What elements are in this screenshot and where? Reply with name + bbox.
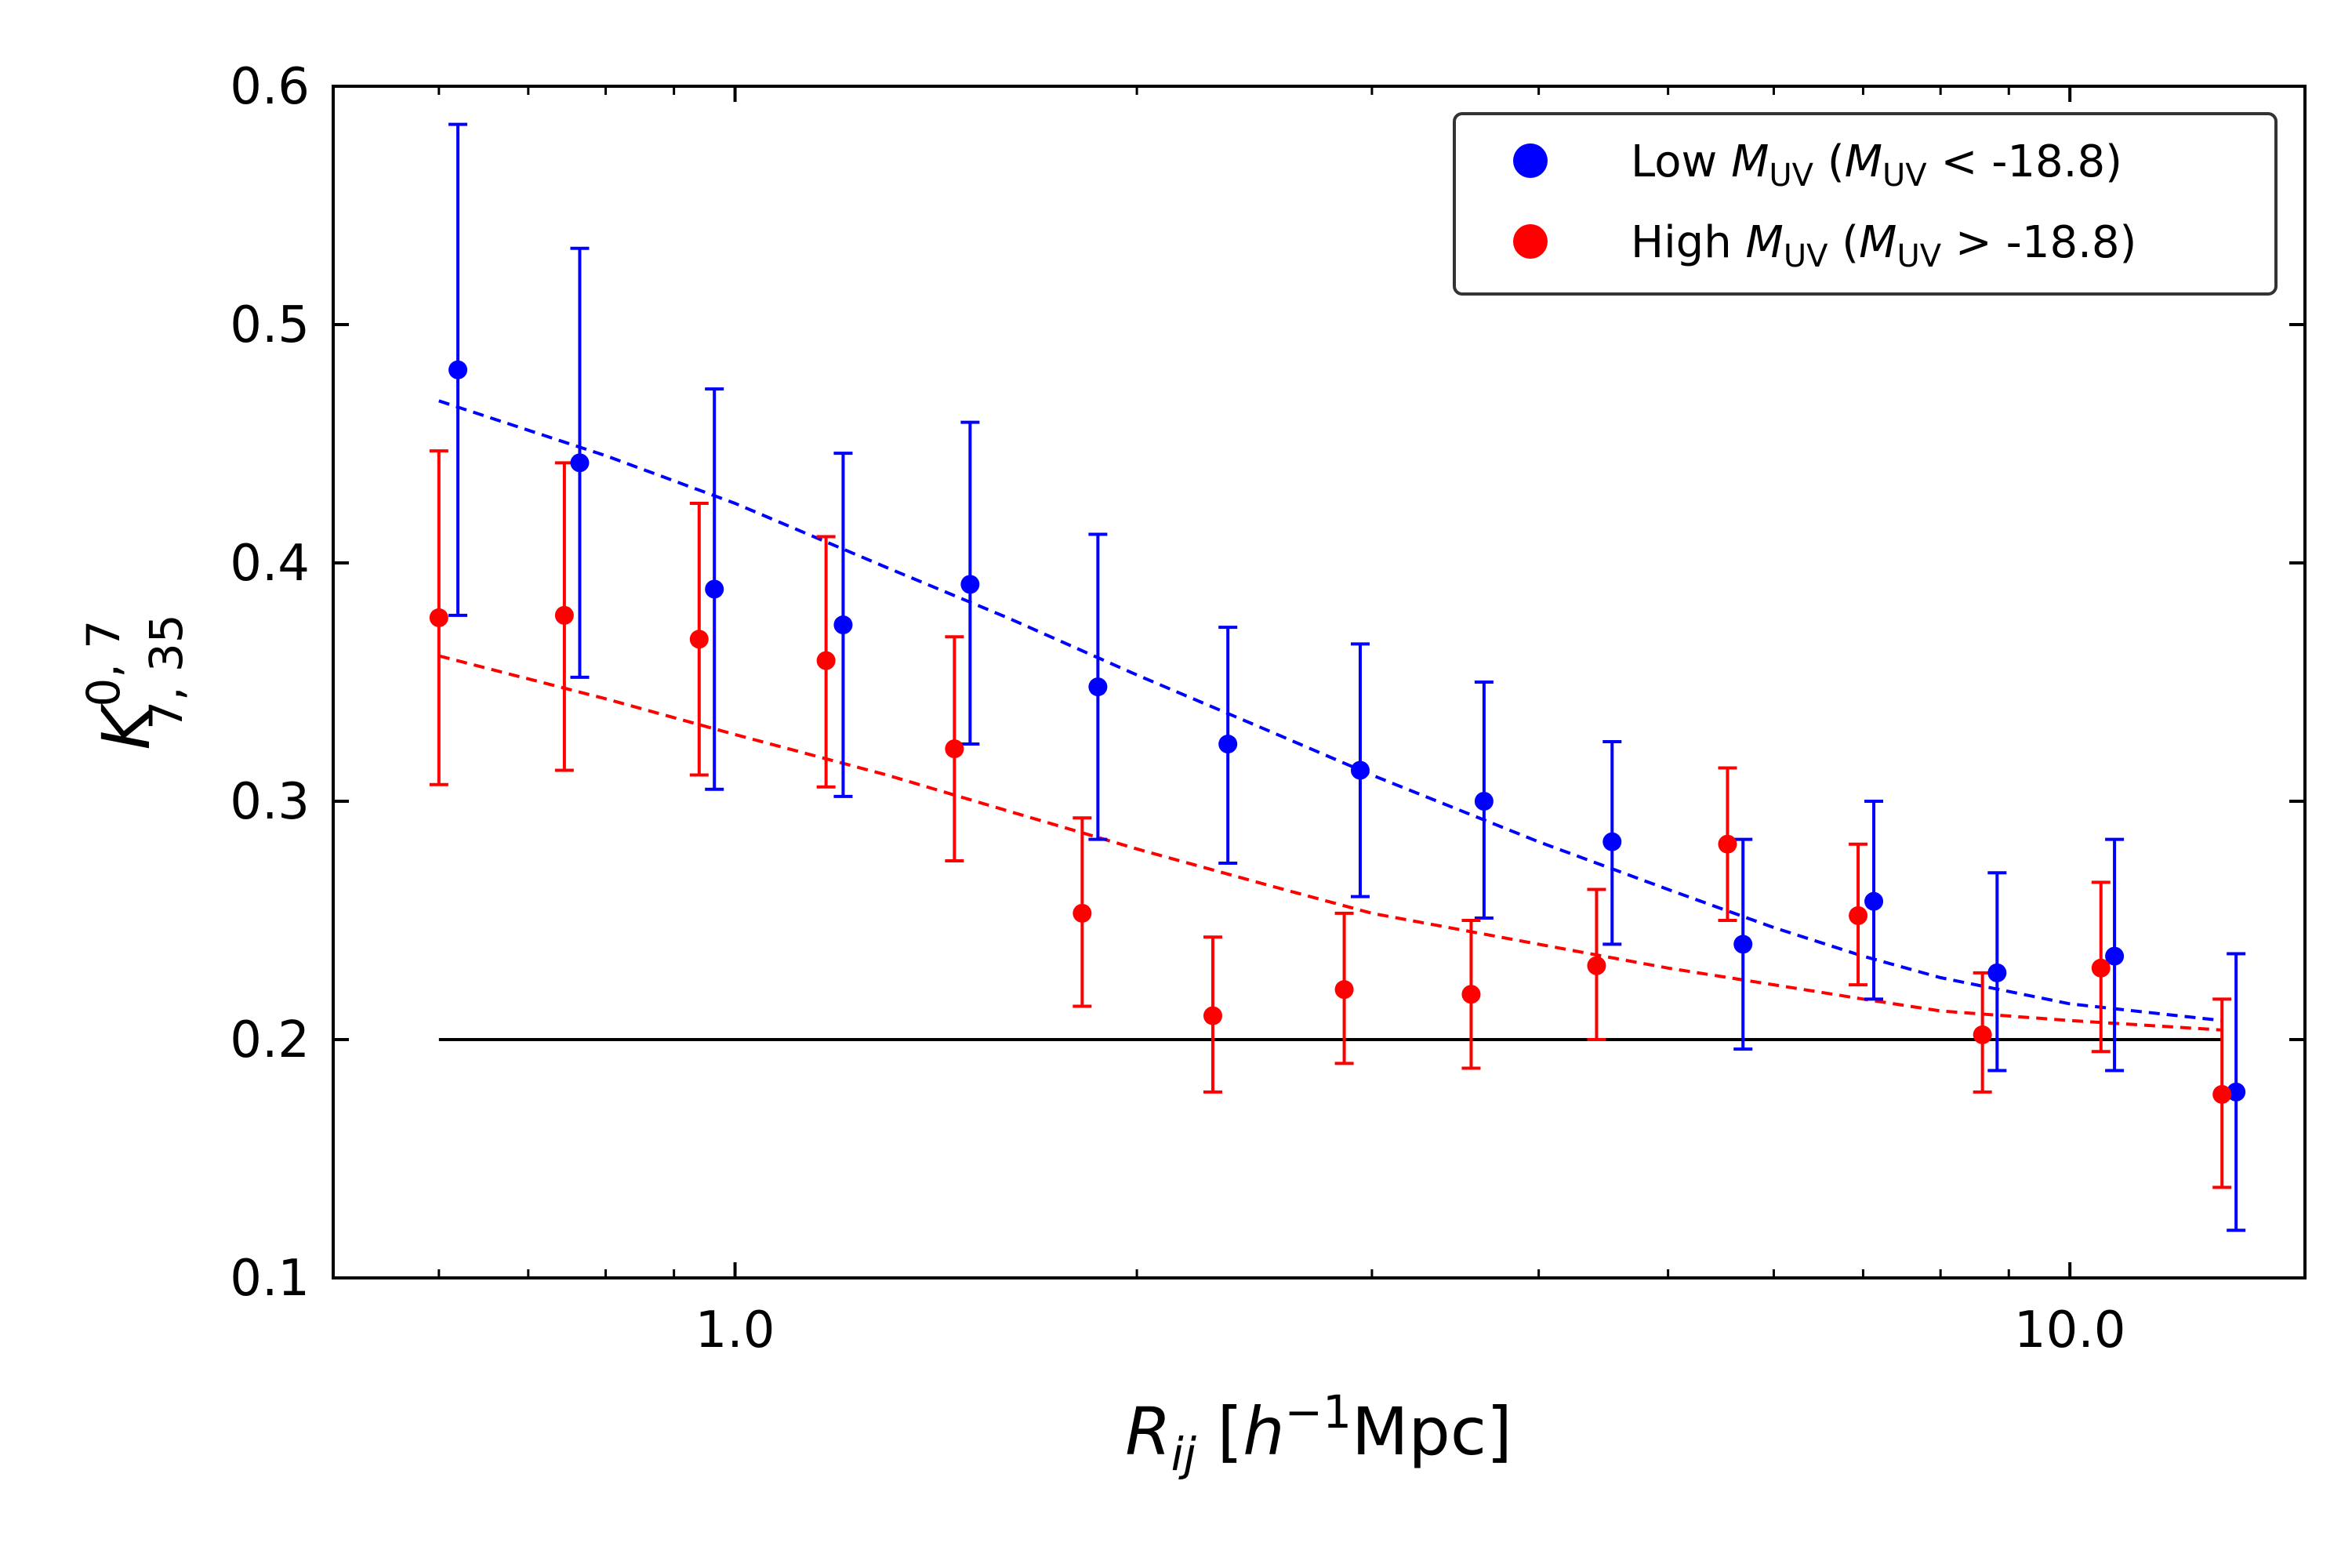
- data-point-high: [2091, 958, 2111, 978]
- y-tick-label: 0.4: [230, 535, 310, 593]
- data-point-low: [1218, 735, 1238, 754]
- legend-high-m: M: [1746, 217, 1784, 268]
- legend-low-mid: (: [1813, 136, 1845, 187]
- legend-label-low: Low MUV (MUV < -18.8): [1631, 136, 2122, 194]
- legend-high-sub2: UV: [1896, 238, 1941, 274]
- data-point-low: [705, 579, 724, 599]
- legend-high-mid: (: [1828, 217, 1859, 268]
- data-point-low: [570, 453, 590, 473]
- fit-line-high: [438, 654, 2223, 1032]
- y-axis-label-sub: 7, 35: [140, 614, 193, 730]
- legend-low-sub2: UV: [1882, 158, 1927, 194]
- data-point-low: [1602, 832, 1622, 851]
- data-point-low: [960, 575, 980, 594]
- data-point-high: [554, 605, 574, 625]
- data-point-high: [1849, 906, 1868, 925]
- legend-high-sub: UV: [1784, 238, 1828, 274]
- data-point-high: [1334, 980, 1354, 1000]
- legend-high-pre: High: [1631, 217, 1746, 268]
- legend: Low MUV (MUV < -18.8) High MUV (MUV > -1…: [1453, 112, 2278, 296]
- y-tick-label: 0.3: [230, 773, 310, 831]
- x-tick-label: 1.0: [695, 1301, 775, 1359]
- data-point-high: [1718, 834, 1737, 854]
- legend-label-high: High MUV (MUV > -18.8): [1631, 217, 2136, 274]
- y-tick-label: 0.2: [230, 1011, 310, 1069]
- x-axis-label: Rij [h−1Mpc]: [1125, 1385, 1512, 1481]
- legend-box: [1453, 112, 2278, 296]
- fit-line-low: [438, 399, 2223, 1022]
- legend-high-post: > -18.8): [1941, 217, 2136, 268]
- legend-marker-low: [1513, 143, 1548, 178]
- data-point-low: [1864, 891, 1884, 911]
- data-point-high: [1973, 1025, 1992, 1044]
- x-axis-label-unit: Mpc]: [1352, 1393, 1512, 1470]
- data-point-low: [1987, 963, 2007, 982]
- y-tick-label: 0.6: [230, 58, 310, 116]
- data-point-high: [1587, 956, 1606, 975]
- legend-low-sub: UV: [1769, 158, 1813, 194]
- y-tick-label: 0.5: [230, 296, 310, 354]
- data-point-low: [1350, 760, 1370, 780]
- y-tick-label: 0.1: [230, 1250, 310, 1308]
- data-point-high: [1461, 985, 1481, 1004]
- data-point-low: [1088, 677, 1108, 697]
- x-axis-label-exp: −1: [1285, 1385, 1352, 1439]
- y-axis-label-sup: 0, 7: [77, 620, 130, 707]
- data-point-high: [2212, 1084, 2232, 1104]
- data-point-low: [448, 360, 468, 379]
- x-axis-label-main: R: [1125, 1393, 1171, 1470]
- legend-marker-high: [1513, 224, 1548, 259]
- data-point-low: [1474, 792, 1494, 811]
- x-tick-label: 10.0: [2014, 1301, 2126, 1359]
- y-axis-label: K0, 7 7, 35: [77, 614, 193, 750]
- data-point-high: [1073, 903, 1092, 923]
- x-axis-label-h: h: [1243, 1393, 1284, 1470]
- legend-high-m2: M: [1859, 217, 1896, 268]
- data-point-low: [2227, 1082, 2246, 1102]
- plot-frame: [332, 85, 2307, 1279]
- legend-low-m: M: [1731, 136, 1769, 187]
- x-axis-label-bracket: [: [1196, 1393, 1243, 1470]
- data-point-low: [2105, 946, 2125, 966]
- x-axis-label-sub: ij: [1171, 1428, 1197, 1481]
- y-axis-label-main: K: [88, 702, 165, 750]
- legend-low-pre: Low: [1631, 136, 1731, 187]
- data-point-high: [429, 608, 448, 627]
- data-point-high: [945, 739, 964, 759]
- data-point-high: [689, 630, 709, 649]
- legend-low-m2: M: [1845, 136, 1882, 187]
- legend-low-post: < -18.8): [1927, 136, 2122, 187]
- data-point-high: [816, 651, 836, 670]
- data-point-high: [1203, 1006, 1222, 1025]
- data-point-low: [1733, 935, 1753, 954]
- data-point-low: [833, 615, 853, 635]
